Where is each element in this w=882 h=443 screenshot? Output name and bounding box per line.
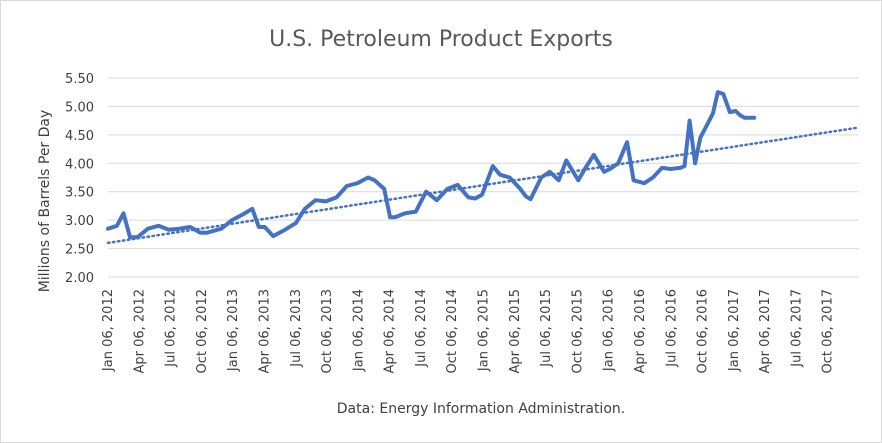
source-note: Data: Energy Information Administration. (337, 401, 625, 417)
trendline-layer (106, 126, 861, 245)
y-tick-label: 2.50 (65, 243, 94, 258)
y-tick-label: 4.00 (65, 157, 94, 172)
x-tick-label: Jul 06, 2015 (539, 289, 554, 368)
x-tick-label: Jul 06, 2016 (664, 289, 679, 368)
x-tick-label: Oct 06, 2015 (570, 289, 585, 374)
y-tick-labels: 5.50 5.00 4.50 4.00 3.50 3.00 2.50 2.00 (65, 72, 94, 286)
x-tick-label: Jan 06, 2014 (351, 289, 366, 372)
x-tick-label: Jan 06, 2015 (477, 289, 492, 372)
x-tick-label: Jan 06, 2013 (226, 289, 241, 372)
y-tick-label: 3.00 (65, 214, 94, 229)
y-tick-label: 5.00 (65, 100, 94, 115)
x-tick-label: Jul 06, 2013 (289, 289, 304, 368)
y-tick-label: 5.50 (65, 72, 94, 87)
x-tick-label: Jul 06, 2014 (414, 289, 429, 368)
y-tick-label: 2.00 (65, 271, 94, 286)
x-tick-label: Jul 06, 2012 (164, 289, 179, 368)
gridlines (108, 77, 859, 278)
y-axis-title: Millions of Barrels Per Day (37, 110, 53, 293)
series-layer (106, 90, 757, 240)
x-tick-label: Jul 06, 2017 (789, 289, 804, 368)
x-tick-label: Apr 06, 2015 (508, 289, 523, 374)
x-tick-labels: Jan 06, 2012 Apr 06, 2012 Jul 06, 2012 Oct … (101, 289, 836, 374)
x-tick-label: Apr 06, 2012 (132, 289, 147, 374)
chart-title: U.S. Petroleum Product Exports (269, 27, 613, 52)
x-tick-label: Apr 06, 2014 (383, 289, 398, 374)
x-tick-label: Apr 06, 2017 (758, 289, 773, 374)
x-tick-label: Apr 06, 2016 (633, 289, 648, 374)
x-tick-label: Oct 06, 2017 (821, 289, 836, 374)
series-line (106, 90, 757, 240)
x-tick-label: Oct 06, 2014 (445, 289, 460, 374)
x-tick-label: Oct 06, 2016 (696, 289, 711, 374)
x-tick-label: Jan 06, 2017 (727, 289, 742, 372)
trendline (106, 126, 861, 245)
y-tick-label: 4.50 (65, 129, 94, 144)
y-tick-label: 3.50 (65, 186, 94, 201)
x-tick-label: Oct 06, 2012 (195, 289, 210, 374)
x-tick-label: Apr 06, 2013 (257, 289, 272, 374)
x-tick-label: Jan 06, 2012 (101, 289, 116, 372)
x-tick-label: Oct 06, 2013 (320, 289, 335, 374)
x-tick-label: Jan 06, 2016 (602, 289, 617, 372)
